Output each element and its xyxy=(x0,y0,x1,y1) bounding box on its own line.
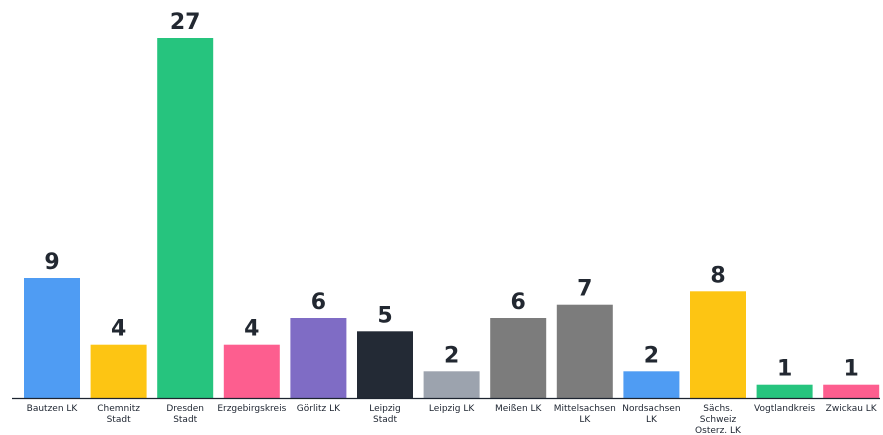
category-label: Nordsachsen LK xyxy=(622,404,680,425)
bar xyxy=(490,318,547,398)
category-label-line: Dresden xyxy=(166,404,204,414)
bar-value-label: 2 xyxy=(644,343,659,368)
bar-value-label: 6 xyxy=(511,290,526,315)
category-label: Leipzig LK xyxy=(429,404,475,414)
category-label-line: LK xyxy=(579,415,591,425)
category-label-line: Zwickau LK xyxy=(826,404,878,414)
bar xyxy=(756,384,813,398)
category-label: Mittelsachsen LK xyxy=(554,404,616,425)
bar xyxy=(290,318,347,398)
category-label: Chemnitz Stadt xyxy=(97,404,140,425)
bar xyxy=(90,344,147,398)
category-label-line: Stadt xyxy=(373,415,397,425)
category-label: Vogtlandkreis xyxy=(754,404,815,414)
value-labels-layer: 9 4 27 4 6 5 2 6 7 2 8 1 1 xyxy=(44,10,859,382)
category-label: Bautzen LK xyxy=(27,404,79,414)
bar xyxy=(357,331,413,398)
bar-value-label: 4 xyxy=(111,317,126,342)
category-label: Meißen LK xyxy=(495,404,543,414)
category-label-line: Nordsachsen xyxy=(622,404,680,414)
category-label-line: Bautzen LK xyxy=(27,404,79,414)
bar xyxy=(690,291,746,398)
category-label-line: Chemnitz xyxy=(97,404,140,414)
category-label: Zwickau LK xyxy=(826,404,878,414)
category-label-line: Mittelsachsen xyxy=(554,404,616,414)
bar-value-label: 2 xyxy=(444,343,459,368)
category-label-line: Erzgebirgskreis xyxy=(217,404,286,414)
category-label: Dresden Stadt xyxy=(166,404,204,425)
bar-value-label: 1 xyxy=(844,357,859,382)
bars-layer xyxy=(24,38,880,398)
category-label-line: Leipzig xyxy=(369,404,401,414)
category-label: Sächs. Schweiz Osterz. LK xyxy=(695,404,742,435)
category-label-line: Stadt xyxy=(173,415,197,425)
bar xyxy=(24,278,80,398)
bar-value-label: 7 xyxy=(577,277,592,302)
category-label-line: Schweiz xyxy=(700,415,737,425)
bar xyxy=(157,38,214,398)
category-label-line: Sächs. xyxy=(703,404,732,414)
category-label-line: Görlitz LK xyxy=(297,404,341,414)
bar-value-label: 6 xyxy=(311,290,326,315)
category-label: Leipzig Stadt xyxy=(369,404,401,425)
category-label-line: Stadt xyxy=(107,415,131,425)
bar xyxy=(623,371,680,398)
category-label-line: LK xyxy=(646,415,658,425)
category-label-line: Leipzig LK xyxy=(429,404,475,414)
bar-value-label: 4 xyxy=(244,317,259,342)
bar xyxy=(423,371,480,398)
bar xyxy=(223,344,280,398)
bar-value-label: 1 xyxy=(777,357,792,382)
category-label: Görlitz LK xyxy=(297,404,341,414)
category-label-line: Meißen LK xyxy=(495,404,543,414)
bar xyxy=(556,304,613,398)
category-label: Erzgebirgskreis xyxy=(217,404,286,414)
bar-value-label: 27 xyxy=(170,10,201,35)
category-label-line: Osterz. LK xyxy=(695,426,742,435)
bar-value-label: 8 xyxy=(710,263,725,288)
bar-value-label: 9 xyxy=(44,250,59,275)
bar xyxy=(823,384,880,398)
bar-value-label: 5 xyxy=(377,303,392,328)
category-label-line: Vogtlandkreis xyxy=(754,404,815,414)
